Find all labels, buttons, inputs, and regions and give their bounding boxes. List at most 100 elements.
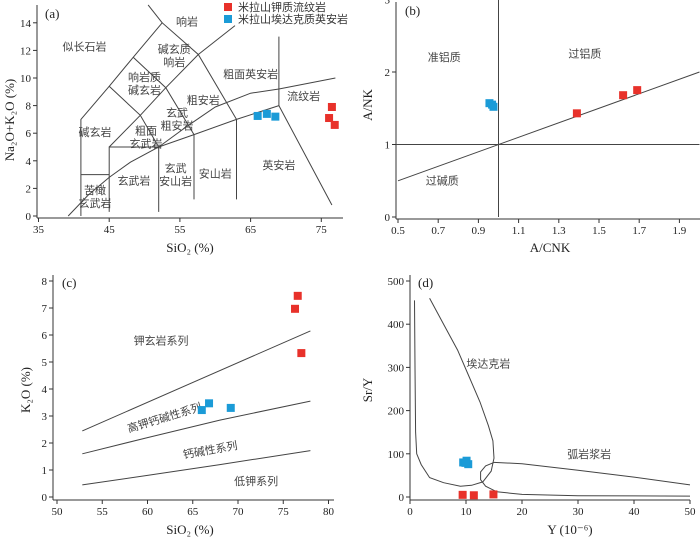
x-tick-label: 75 bbox=[316, 224, 328, 236]
field-boundary-line bbox=[108, 85, 160, 148]
x-tick-label: 35 bbox=[33, 224, 45, 236]
x-tick-label: 10 bbox=[461, 506, 473, 518]
data-point-dacite bbox=[205, 399, 214, 408]
y-tick-label: 0 bbox=[385, 212, 391, 224]
field-label: 高钾钙碱性系列 bbox=[126, 400, 204, 436]
field-label: 钾玄岩系列 bbox=[134, 333, 189, 347]
y-tick-label: 8 bbox=[26, 101, 32, 113]
y-tick-label: 6 bbox=[42, 330, 48, 342]
y-tick-label: 400 bbox=[388, 319, 405, 331]
panel-a: 35 45 55 65 75 0 2 4 6 8 10 12 14 SiO₂ (%) Na₂O+K₂O (%… bbox=[2, 4, 343, 255]
field-label-line: 似长石岩 bbox=[62, 39, 106, 53]
field-boundary-line bbox=[132, 56, 195, 135]
field-label-line: 玄武岩 bbox=[129, 137, 162, 151]
y-tick-label: 2 bbox=[26, 183, 32, 195]
field-label: 玄武安山岩 bbox=[159, 161, 192, 188]
y-tick-label: 3 bbox=[385, 0, 391, 7]
field-label: 响岩 bbox=[176, 15, 198, 29]
x-tick-label: 80 bbox=[323, 506, 335, 518]
panel-label: (b) bbox=[405, 3, 420, 18]
panel-label: (d) bbox=[418, 275, 433, 290]
data-point-dacite bbox=[271, 112, 280, 121]
field-label-line: 苦橄 bbox=[84, 183, 106, 197]
y-axis-label: Sr/Y bbox=[360, 377, 375, 402]
field-label-line: 过铝质 bbox=[568, 47, 601, 61]
y-tick-label: 1 bbox=[42, 465, 48, 477]
field-label-line: 粗安岩 bbox=[161, 119, 194, 133]
y-tick-label: 2 bbox=[385, 67, 391, 79]
field-label: 响岩质碱玄岩 bbox=[128, 70, 161, 97]
field-label-line: 钙碱性系列 bbox=[182, 438, 239, 461]
field-label: 粗安岩 bbox=[187, 93, 220, 107]
x-axis-label: A/CNK bbox=[530, 240, 571, 255]
field-label-line: 安山岩 bbox=[199, 166, 232, 180]
y-tick-label: 7 bbox=[42, 303, 48, 315]
field-label: 粗面玄武岩 bbox=[129, 125, 162, 151]
x-axis-label: SiO₂ (%) bbox=[166, 240, 214, 255]
x-tick-label: 65 bbox=[245, 224, 257, 236]
field-label-line: 玄武 bbox=[166, 106, 188, 120]
x-tick-label: 0.7 bbox=[431, 225, 445, 237]
y-tick-label: 2 bbox=[42, 438, 48, 450]
field-label-line: 低钾系列 bbox=[234, 474, 278, 488]
field-label: 钙碱性系列 bbox=[182, 438, 239, 461]
data-point-dacite bbox=[197, 406, 206, 415]
field-label-line: 安山岩 bbox=[159, 174, 192, 188]
data-point-dacite bbox=[262, 109, 271, 118]
field-boundary-line bbox=[82, 400, 311, 455]
field-label-line: 弧岩浆岩 bbox=[567, 447, 611, 461]
field-label-line: 过碱质 bbox=[426, 174, 459, 187]
x-tick-label: 45 bbox=[104, 224, 116, 236]
field-boundary-line bbox=[82, 330, 311, 432]
x-tick-label: 55 bbox=[174, 224, 186, 236]
y-tick-label: 8 bbox=[42, 276, 48, 288]
field-label-line: 碱玄岩 bbox=[128, 83, 161, 97]
x-tick-label: 50 bbox=[685, 506, 697, 518]
field-boundary-line bbox=[108, 104, 333, 212]
x-tick-label: 1.5 bbox=[592, 225, 606, 237]
field-label: 英安岩 bbox=[262, 158, 295, 172]
field-label-line: 粗安岩 bbox=[187, 93, 220, 107]
x-tick-label: 30 bbox=[573, 506, 585, 518]
field-label: 似长石岩 bbox=[62, 39, 106, 53]
field-label-line: 高钾钙碱性系列 bbox=[126, 400, 204, 436]
x-axis-label: Y (10⁻⁶) bbox=[547, 522, 592, 537]
x-tick-label: 1.7 bbox=[632, 225, 646, 237]
field-boundary-line bbox=[480, 461, 691, 497]
x-tick-label: 60 bbox=[142, 506, 154, 518]
field-label: 苦橄玄武岩 bbox=[79, 183, 112, 210]
data-point-rhyolite bbox=[633, 86, 642, 95]
panel-label: (c) bbox=[62, 275, 76, 290]
y-tick-label: 200 bbox=[388, 406, 405, 418]
y-tick-label: 1 bbox=[385, 140, 391, 152]
y-tick-label: 14 bbox=[20, 18, 32, 30]
x-axis-label: SiO₂ (%) bbox=[166, 522, 214, 537]
field-label-line: 碱玄质 bbox=[158, 42, 191, 56]
y-tick-label: 6 bbox=[26, 128, 32, 140]
field-label: 弧岩浆岩 bbox=[567, 447, 611, 461]
x-tick-label: 20 bbox=[517, 506, 529, 518]
y-tick-label: 100 bbox=[388, 449, 405, 461]
field-label: 粗面英安岩 bbox=[223, 67, 278, 81]
field-label-line: 流纹岩 bbox=[287, 89, 320, 103]
panel-c: 50 55 60 65 70 75 80 0 1 2 3 4 5 6 7 8 SiO₂ (%) K₂O (%) (c… bbox=[18, 275, 335, 537]
y-axis-label: Na₂O+K₂O (%) bbox=[2, 79, 17, 161]
x-tick-label: 1.9 bbox=[673, 225, 687, 237]
field-label-line: 响岩 bbox=[176, 15, 198, 29]
field-label: 玄武粗安岩 bbox=[161, 106, 194, 133]
legend-label-dacite: 米拉山埃达克质英安岩 bbox=[238, 12, 348, 26]
data-point-rhyolite bbox=[458, 490, 467, 499]
field-boundary-line bbox=[82, 450, 311, 486]
data-point-rhyolite bbox=[327, 102, 336, 111]
data-point-rhyolite bbox=[489, 490, 498, 499]
field-label: 流纹岩 bbox=[287, 89, 320, 103]
field-label-line: 英安岩 bbox=[262, 158, 295, 172]
field-label-line: 响岩 bbox=[163, 55, 185, 69]
panel-b: 0.5 0.7 0.9 1.1 1.3 1.5 1.7 1.9 0 1 2 3 A/CNK A/NK (b)… bbox=[360, 0, 700, 255]
x-tick-label: 70 bbox=[233, 506, 245, 518]
field-boundary-line bbox=[493, 461, 691, 486]
field-boundary-line bbox=[414, 298, 495, 487]
y-axis-label: A/NK bbox=[360, 89, 375, 121]
x-tick-label: 1.3 bbox=[552, 225, 566, 237]
